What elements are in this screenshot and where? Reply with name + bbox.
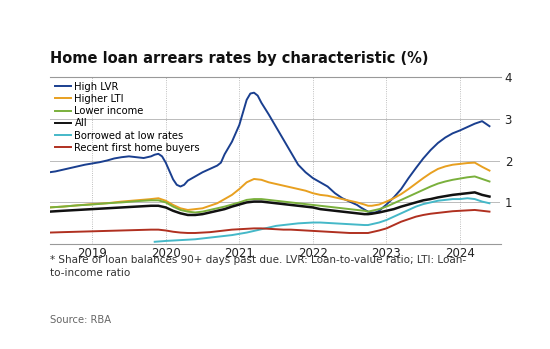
Text: * Share of loan balances 90+ days past due. LVR: Loan-to-value ratio; LTI: Loan-: * Share of loan balances 90+ days past d…	[50, 255, 466, 278]
Text: Home loan arrears rates by characteristic (%): Home loan arrears rates by characteristi…	[50, 51, 428, 66]
Legend: High LVR, Higher LTI, Lower income, All, Borrowed at low rates, Recent first hom: High LVR, Higher LTI, Lower income, All,…	[54, 82, 200, 153]
Text: Source: RBA: Source: RBA	[50, 314, 111, 325]
